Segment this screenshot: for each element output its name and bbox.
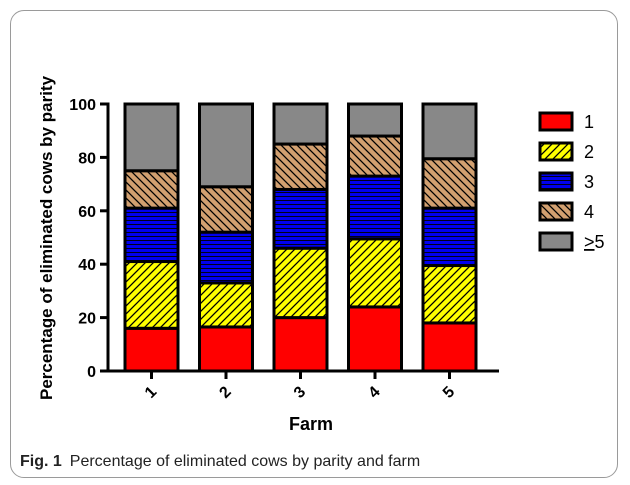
bar-segment	[347, 134, 403, 178]
legend: 1 2 3 4 >5	[538, 111, 605, 252]
plot-area	[123, 102, 478, 373]
caption-label: Fig. 1	[20, 453, 62, 470]
legend-label: 1	[584, 112, 594, 132]
legend-swatch	[538, 231, 574, 252]
figure-caption: Fig. 1 Percentage of eliminated cows by p…	[20, 453, 420, 471]
bar-segment	[123, 102, 180, 173]
bar-segment	[123, 326, 180, 373]
y-axis-title: Percentage of eliminated cows by parity	[37, 75, 56, 400]
legend-swatch	[538, 171, 574, 192]
x-tick-label: 3	[291, 383, 309, 401]
bar-segment	[347, 174, 403, 241]
bar-segment	[198, 325, 254, 373]
bar-segment	[272, 316, 329, 373]
legend-swatch	[538, 201, 574, 222]
bar-segment	[347, 237, 403, 309]
bar-segment	[123, 206, 180, 264]
bar-segment	[198, 185, 254, 234]
bar-segment	[272, 187, 329, 250]
y-tick-label: 40	[78, 257, 96, 274]
x-tick-label: 2	[216, 383, 234, 401]
bar-segment	[421, 157, 478, 210]
stacked-bar-chart: 0 20 40 60 80 100 1 2 3 4 5 1 2 3 4 >5 Percentage of …	[37, 75, 605, 434]
x-tick-label: 5	[440, 383, 458, 401]
x-axis: 1 2 3 4 5	[106, 369, 499, 402]
x-tick-label: 4	[365, 383, 383, 401]
bar-segment	[123, 169, 180, 210]
figure-frame	[10, 10, 618, 478]
y-tick-label: 0	[87, 364, 96, 381]
x-axis-title: Farm	[289, 414, 333, 434]
bar-segment	[421, 102, 478, 161]
legend-label: 2	[584, 142, 594, 162]
legend-swatch	[538, 111, 574, 132]
bar-segment	[347, 102, 403, 138]
bar-segment	[198, 230, 254, 285]
legend-label: >5	[584, 232, 605, 252]
bar-segment	[421, 206, 478, 268]
y-tick-label: 60	[78, 204, 96, 221]
y-tick-label: 80	[78, 150, 96, 167]
y-tick-label: 20	[78, 311, 96, 328]
bar-segment	[198, 102, 254, 189]
bar-segment	[272, 102, 329, 146]
legend-label: 4	[584, 202, 594, 222]
bar-segment	[347, 305, 403, 373]
bar-segment	[421, 264, 478, 325]
bar-segment	[421, 321, 478, 373]
bar-segment	[272, 142, 329, 191]
bar-segment	[123, 260, 180, 330]
y-tick-label: 100	[69, 97, 96, 114]
legend-label: 3	[584, 172, 594, 192]
legend-swatch	[538, 141, 574, 162]
bar-segment	[272, 246, 329, 320]
x-tick-label: 1	[142, 383, 160, 401]
bar-segment	[198, 281, 254, 329]
y-axis: 0 20 40 60 80 100	[69, 97, 110, 381]
caption-text: Percentage of eliminated cows by parity …	[69, 453, 421, 470]
